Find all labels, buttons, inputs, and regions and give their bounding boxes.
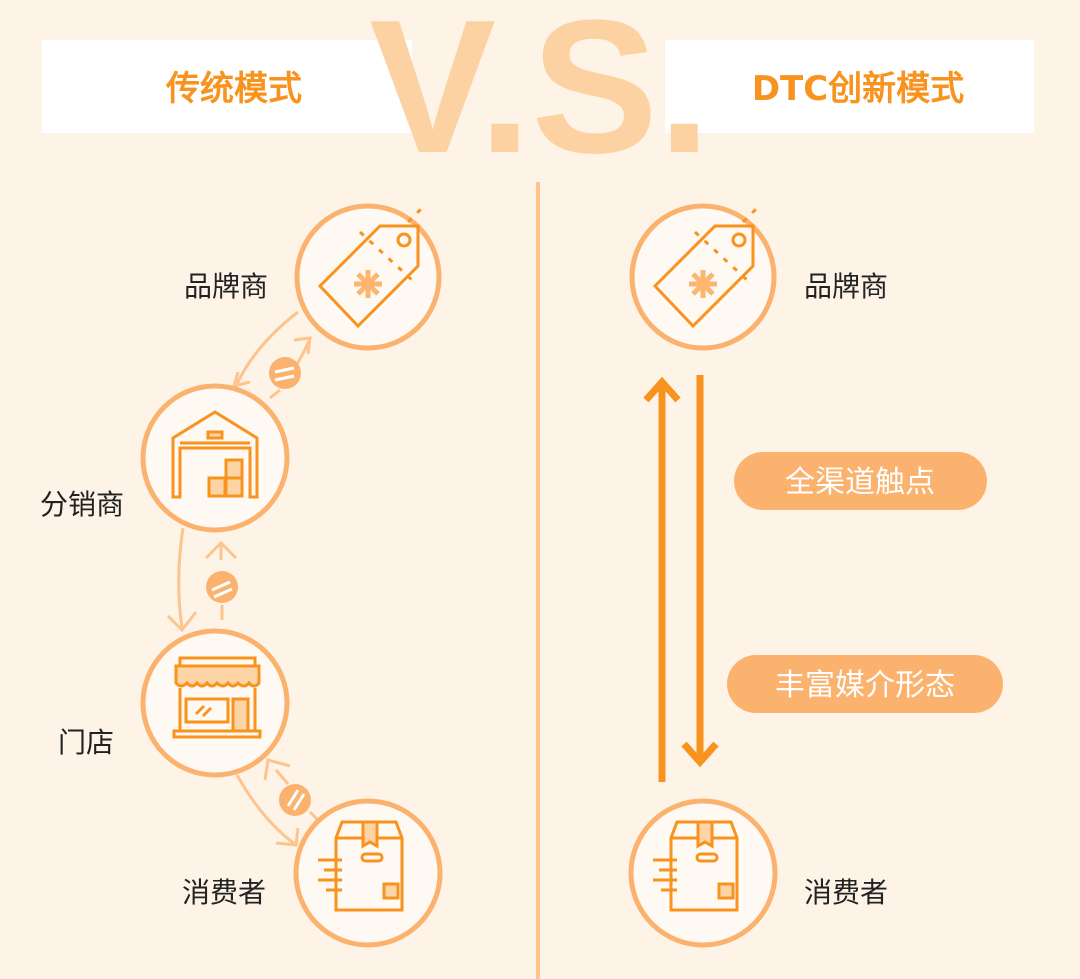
right-header-box [665,40,1034,133]
node-label: 品牌商 [804,270,888,303]
pill-rich-media: 丰富媒介形态 [727,655,1003,713]
pill-label: 全渠道触点 [785,465,935,500]
node-label: 品牌商 [184,270,268,303]
node-distributor: 分销商 [40,383,290,533]
arrow-down-icon [681,375,719,768]
vs-text: V.S. [369,0,711,193]
storefront-icon [172,656,262,739]
node-store: 门店 [58,628,290,778]
arrow-up-icon [643,376,681,782]
pill-omnichannel: 全渠道触点 [734,452,987,510]
pill-label: 丰富媒介形态 [775,668,955,703]
warehouse-icon [171,410,259,499]
node-brand-left: 品牌商 [184,203,442,351]
left-header-box [42,40,412,133]
node-label: 消费者 [804,876,888,909]
node-label: 门店 [58,726,114,759]
node-brand-right: 品牌商 [629,203,888,351]
not-equal-icon [206,357,311,816]
node-label: 消费者 [182,876,266,909]
right-title: DTC创新模式 [752,69,964,109]
left-title: 传统模式 [165,69,302,109]
node-consumer-right: 消费者 [628,798,888,948]
node-consumer-left: 消费者 [182,798,443,948]
node-label: 分销商 [40,488,124,521]
